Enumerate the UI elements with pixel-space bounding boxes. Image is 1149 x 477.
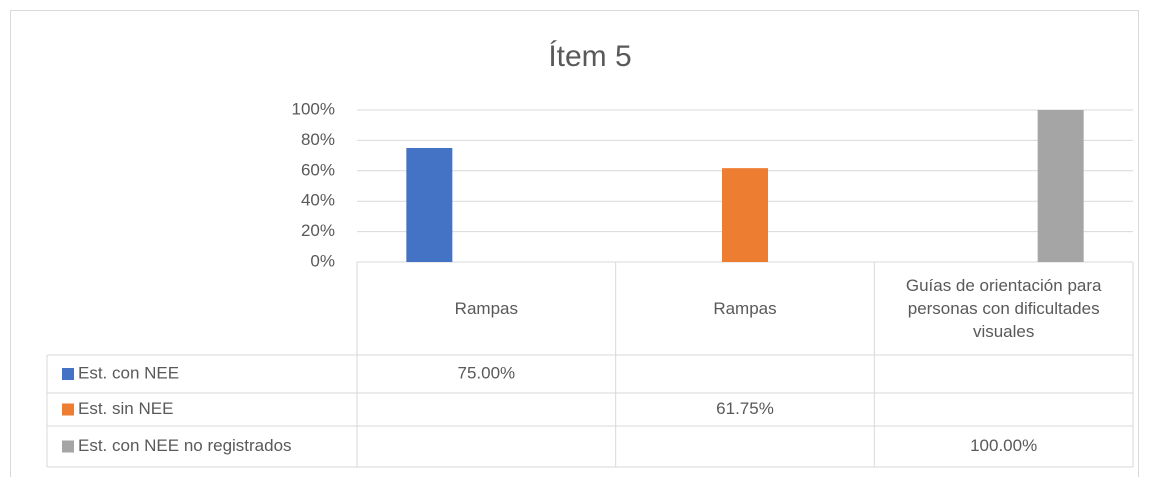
legend-label: Est. sin NEE — [78, 399, 173, 418]
legend-label: Est. con NEE no registrados — [78, 436, 292, 455]
x-tick-label: Rampas — [713, 299, 777, 318]
chart-border — [10, 10, 1139, 477]
y-tick-label: 0% — [310, 251, 335, 270]
x-tick-label: Guías de orientación para personas con d… — [905, 276, 1102, 341]
x-tick-label: Rampas — [454, 299, 518, 318]
legend-swatch — [62, 440, 74, 453]
category-cell: Rampas — [454, 299, 518, 318]
chart-title: Ítem 5 — [548, 40, 631, 73]
category-cell: Guías de orientación para personas con d… — [905, 276, 1102, 341]
y-tick-label: 100% — [292, 99, 335, 118]
legend-swatch — [62, 368, 74, 380]
category-cell: Rampas — [713, 299, 777, 318]
y-tick-label: 80% — [301, 130, 335, 149]
y-tick-label: 40% — [301, 191, 335, 210]
data-label: 75.00% — [457, 363, 515, 382]
legend-label: Est. con NEE — [78, 363, 179, 382]
y-tick-label: 20% — [301, 221, 335, 240]
bar — [722, 168, 768, 262]
bar — [1037, 110, 1084, 262]
bar — [406, 148, 453, 262]
data-label: 100.00% — [970, 436, 1037, 455]
legend-swatch — [62, 403, 74, 416]
data-label: 61.75% — [716, 399, 774, 418]
y-tick-label: 60% — [301, 160, 335, 179]
